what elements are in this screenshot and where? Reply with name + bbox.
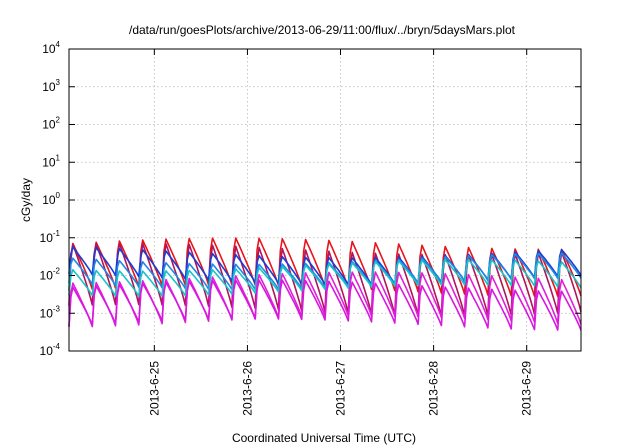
- series-group: [68, 237, 582, 331]
- x-axis: 2013-6-25 2013-6-26 2013-6-27 2013-6-28 2013…: [147, 49, 534, 416]
- x-axis-label: Coordinated Universal Time (UTC): [232, 431, 416, 445]
- x-tick-label: 2013-6-28: [427, 361, 441, 416]
- y-axis-label: cGy/day: [19, 178, 33, 222]
- series-line: [68, 258, 582, 297]
- y-tick-label: 10-4: [40, 342, 61, 358]
- y-tick-label: 10-1: [40, 229, 61, 245]
- x-tick-label: 2013-6-26: [240, 361, 254, 416]
- y-tick-label: 100: [42, 191, 60, 207]
- y-axis: 10-4 10-3 10-2 10-1 100 101 102 103 104: [40, 40, 581, 358]
- x-tick-label: 2013-6-27: [334, 361, 348, 416]
- x-tick-label: 2013-6-29: [520, 361, 534, 416]
- y-tick-label: 10-2: [40, 267, 61, 283]
- chart-title: /data/run/goesPlots/archive/2013-06-29/1…: [129, 23, 516, 37]
- y-tick-label: 101: [42, 153, 60, 169]
- y-tick-label: 102: [42, 116, 60, 132]
- y-tick-label: 104: [42, 40, 60, 56]
- y-tick-label: 103: [42, 78, 60, 94]
- series-line: [68, 279, 582, 331]
- y-tick-label: 10-3: [40, 304, 61, 320]
- x-tick-label: 2013-6-25: [147, 361, 161, 416]
